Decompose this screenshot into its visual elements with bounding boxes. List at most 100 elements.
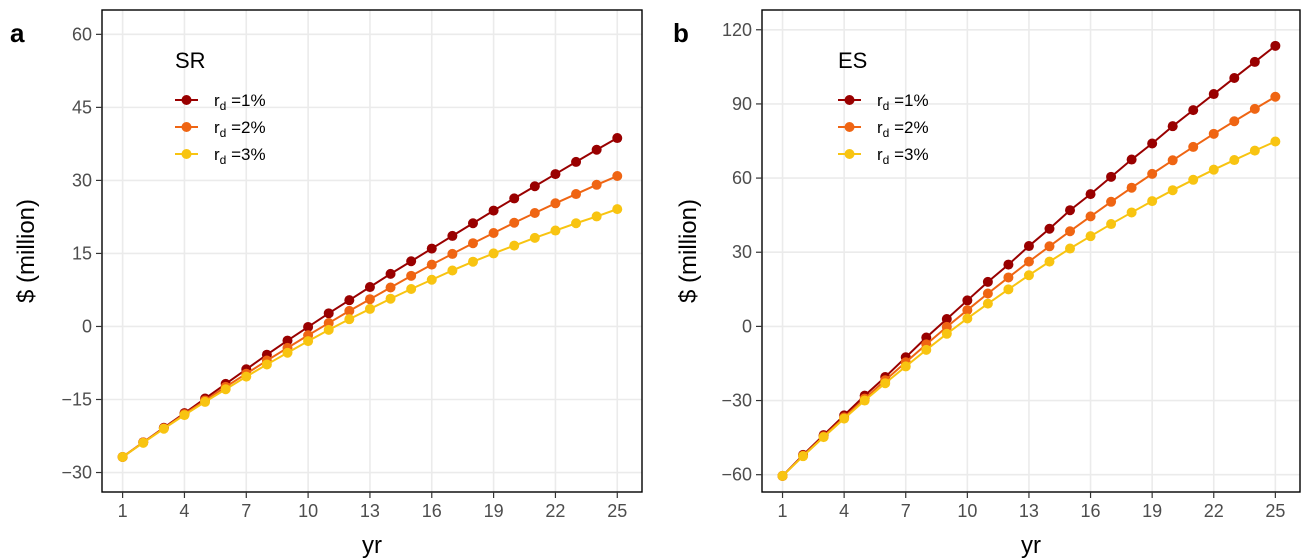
panel-a-series-3-point: [447, 265, 458, 276]
panel-b-series-3-point: [1229, 155, 1240, 166]
panel-a-xtick-label: 16: [422, 501, 442, 521]
panel-b-series-2-point: [1085, 211, 1096, 222]
legend-label-value: =3%: [889, 145, 928, 164]
panel-b-series-3-point: [798, 451, 809, 462]
panel-a-ytick-label: 0: [82, 316, 92, 336]
panel-a-series-2-point: [364, 294, 375, 305]
panel-a-series-3-point: [138, 437, 149, 448]
panel-b-legend-key-point: [844, 149, 855, 159]
legend-label-value: =2%: [889, 118, 928, 137]
panel-a-series-1-point: [426, 243, 437, 254]
panel-a-series-3-point: [117, 451, 128, 462]
panel-a-series-3-point: [179, 410, 190, 421]
panel-b-series-1-point: [1044, 223, 1055, 234]
panel-b-series-1-point: [1229, 72, 1240, 83]
panel-b-series-3-point: [1249, 145, 1260, 156]
panel-b-series-3-point: [1188, 174, 1199, 185]
panel-a-series-1-point: [550, 169, 561, 180]
panel-a-series-3-point: [323, 324, 334, 335]
panel-a-series-2-point: [406, 270, 417, 281]
panel-b-series-2-point: [1126, 182, 1137, 193]
panel-a-series-3-point: [158, 423, 169, 434]
panel-b-ytick-label: 30: [732, 242, 752, 262]
panel-a-series-2-point: [467, 238, 478, 249]
panel-a-series-1-point: [447, 230, 458, 241]
panel-b-series-3-point: [1147, 196, 1158, 207]
panel-a-series-3-point: [364, 303, 375, 314]
panel-b-series-3-point: [941, 328, 952, 339]
panel-a-series-3-point: [200, 396, 211, 407]
panel-a-legend-key-point: [181, 149, 192, 159]
legend-label-subscript: d: [883, 126, 890, 140]
panel-a-letter: a: [10, 18, 25, 48]
panel-a-series-3-point: [344, 314, 355, 325]
panel-b-xtick-label: 1: [778, 501, 788, 521]
legend-label-main: r: [214, 145, 220, 164]
panel-b-ytick-label: −30: [721, 391, 752, 411]
panel-a-xtick-label: 4: [179, 501, 189, 521]
panel-a-frame: [101, 9, 643, 493]
panel-b-legend-label: rd =3%: [877, 145, 929, 167]
panel-b-letter: b: [673, 18, 689, 48]
panel-b-series-3-point: [1065, 243, 1076, 254]
panel-b-series-3-point: [859, 395, 870, 406]
panel-a-ytick-label: −15: [61, 389, 92, 409]
panel-a-series-3-point: [488, 248, 499, 259]
panel-a-legend-key-point: [181, 95, 192, 105]
panel-a-series-2-point: [550, 198, 561, 209]
panel-b-frame: [761, 9, 1301, 493]
legend-label-main: r: [877, 91, 883, 110]
panel-b-series-3-point: [777, 470, 788, 481]
panel-b-legend-key-point: [844, 95, 855, 105]
panel-b-series-3-point: [880, 378, 891, 389]
panel-a-ytick-label: 30: [72, 170, 92, 190]
legend-label-subscript: d: [220, 153, 227, 167]
panel-a-ytick-label: 15: [72, 243, 92, 263]
panel-a-x-axis-title: yr: [362, 532, 382, 558]
panel-b-series-1-point: [1188, 105, 1199, 116]
panel-a-ytick-label: −30: [61, 463, 92, 483]
panel-b-series-3-point: [962, 313, 973, 324]
legend-label-value: =1%: [226, 91, 265, 110]
panel-b-series-2-point: [1270, 91, 1281, 102]
panel-a-series-3-point: [591, 211, 602, 222]
panel-b-xtick-label: 13: [1019, 501, 1039, 521]
panel-a-series-2-point: [509, 217, 520, 228]
panel-b-xtick-label: 7: [901, 501, 911, 521]
panel-a-series-3-point: [406, 283, 417, 294]
panel-b-series-1-point: [1126, 154, 1137, 165]
panel-a-series-2-point: [571, 189, 582, 200]
legend-label-value: =1%: [889, 91, 928, 110]
legend-label-main: r: [877, 118, 883, 137]
panel-b-series-1-point: [1147, 138, 1158, 149]
panel-a-series-1-point: [406, 256, 417, 267]
panel-a-legend-title: SR: [175, 48, 206, 73]
panel-b-series-1-point: [1167, 121, 1178, 132]
panel-a-series-3-point: [303, 336, 314, 347]
panel-a-series-2-point: [426, 259, 437, 270]
panel-a-series-3-point: [509, 240, 520, 251]
panel-a-y-axis-title: $ (million): [13, 199, 40, 303]
panel-a-series-3-point: [282, 347, 293, 358]
legend-label-subscript: d: [883, 153, 890, 167]
legend-label-subscript: d: [220, 126, 227, 140]
panel-b-series-2-point: [1003, 272, 1014, 283]
panel-b-series-3-point: [839, 413, 850, 424]
panel-b-series-1-point: [962, 295, 973, 306]
panel-a-series-3-point: [550, 225, 561, 236]
panel-b-series-1-point: [1249, 56, 1260, 67]
panel-a-plot-area: [102, 10, 642, 492]
legend-label-subscript: d: [883, 99, 890, 113]
panel-b-series-3-point: [1270, 136, 1281, 147]
panel-b-series-2-point: [1188, 141, 1199, 152]
panel-b-series-2-point: [1106, 196, 1117, 207]
panel-b-series-3-point: [1003, 284, 1014, 295]
panel-b-ytick-label: −60: [721, 465, 752, 485]
panel-b-ytick-label: 90: [732, 94, 752, 114]
panel-a-series-1-point: [303, 321, 314, 332]
panel-a-legend-label: rd =3%: [214, 145, 266, 167]
panel-b-series-1-point: [941, 313, 952, 324]
panel-a-chart: a −30 −15 0 15 30 45 60 1 4 7 10 13 16 19 22 25 yr $ (mill…: [10, 9, 643, 558]
panel-b-x-axis-title: yr: [1021, 532, 1041, 558]
